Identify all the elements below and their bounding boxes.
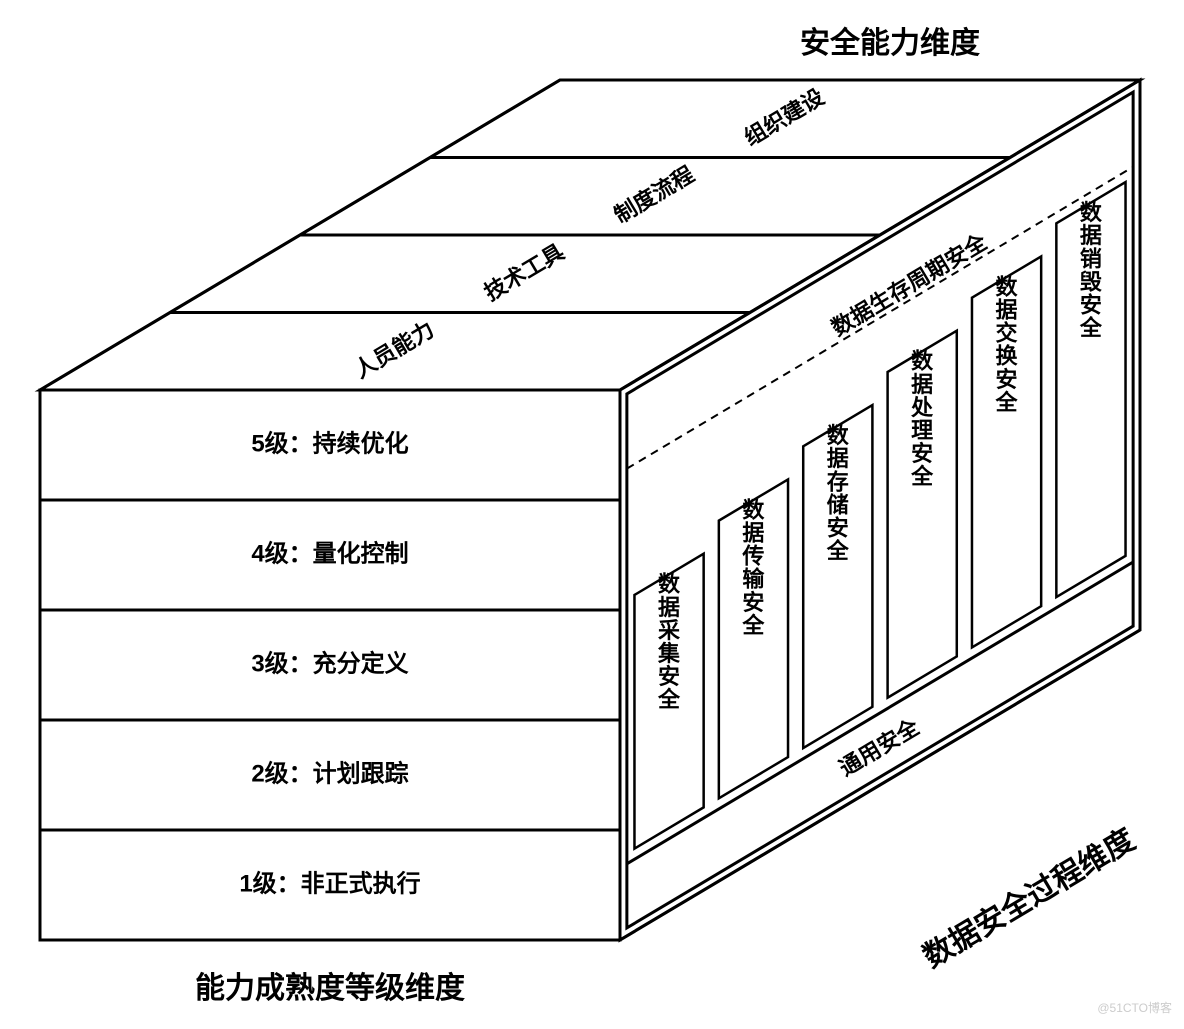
top-face-title: 安全能力维度: [800, 26, 980, 60]
lifecycle-column-label: 数据销毁安全: [1079, 200, 1103, 340]
diagram-container: 人员能力技术工具制度流程组织建设安全能力维度5级：持续优化4级：量化控制3级：充…: [0, 0, 1184, 1029]
watermark-text: @51CTO博客: [1097, 999, 1172, 1016]
maturity-level-label: 1级：非正式执行: [239, 869, 420, 897]
maturity-level-label: 4级：量化控制: [251, 539, 408, 567]
lifecycle-column-label: 数据交换安全: [995, 274, 1019, 415]
lifecycle-column-label: 数据处理安全: [910, 349, 934, 490]
lifecycle-column-label: 数据传输安全: [741, 497, 765, 638]
maturity-level-label: 5级：持续优化: [251, 429, 408, 457]
maturity-level-label: 3级：充分定义: [251, 649, 408, 677]
front-face-title: 能力成熟度等级维度: [195, 971, 465, 1005]
maturity-level-label: 2级：计划跟踪: [251, 759, 408, 787]
lifecycle-column-label: 数据采集安全: [657, 572, 681, 713]
right-face-title: 数据安全过程维度: [917, 822, 1141, 974]
lifecycle-column-label: 数据存储安全: [826, 423, 850, 564]
